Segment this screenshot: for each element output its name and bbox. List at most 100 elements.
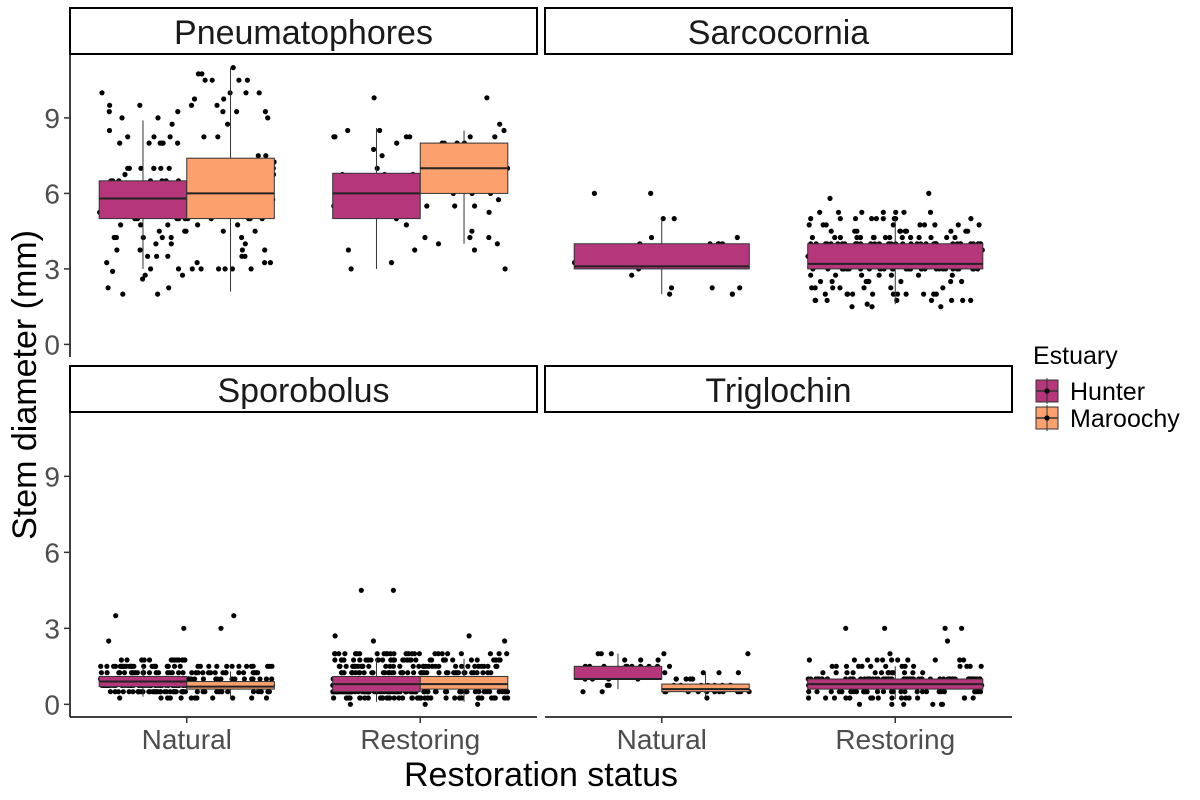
point-sarcocornia-restoring-hunter	[887, 234, 893, 241]
point-pneumatophores-natural-hunter	[138, 165, 144, 171]
point-pneumatophores-natural-maroochy	[239, 234, 245, 241]
point-sporobolus-restoring-hunter	[357, 657, 363, 663]
point-sarcocornia-restoring-hunter	[948, 278, 954, 285]
point-sporobolus-restoring-maroochy	[445, 651, 451, 657]
point-sporobolus-restoring-hunter	[357, 695, 363, 701]
point-sporobolus-natural-maroochy	[236, 663, 242, 669]
panel-pneumatophores: Pneumatophores	[69, 7, 538, 297]
axes-layer: 0 3 6 9 0 3 6 9 Natural Restoring Natural Restoring	[44, 55, 1012, 755]
point-sarcocornia-restoring-hunter	[852, 228, 858, 234]
point-sporobolus-restoring-maroochy	[502, 638, 508, 644]
point-pneumatophores-natural-maroochy	[248, 266, 254, 272]
point-sarcocornia-restoring-hunter	[806, 222, 812, 228]
point-sporobolus-natural-maroochy	[194, 689, 200, 695]
point-sporobolus-restoring-maroochy	[481, 663, 487, 669]
point-sporobolus-natural-hunter	[117, 670, 123, 676]
point-triglochin-natural-hunter	[604, 682, 610, 688]
point-sporobolus-restoring-hunter	[386, 695, 393, 701]
point-triglochin-natural-maroochy	[662, 670, 668, 676]
panel-sarcocornia: Sarcocornia	[544, 7, 1013, 310]
point-triglochin-restoring-hunter	[970, 695, 976, 701]
point-sporobolus-restoring-maroochy	[496, 657, 502, 663]
point-sporobolus-restoring-hunter	[409, 651, 415, 657]
point-sporobolus-restoring-hunter	[391, 657, 398, 663]
point-pneumatophores-natural-maroochy	[220, 228, 226, 234]
point-sporobolus-restoring-hunter	[409, 695, 415, 701]
point-triglochin-restoring-hunter	[843, 695, 849, 701]
point-pneumatophores-restoring-hunter	[371, 146, 377, 152]
point-sporobolus-restoring-maroochy	[494, 663, 500, 669]
point-sarcocornia-restoring-hunter	[870, 291, 876, 297]
point-pneumatophores-natural-maroochy	[235, 222, 241, 228]
point-sarcocornia-natural-hunter	[629, 272, 635, 278]
point-pneumatophores-natural-maroochy	[239, 253, 245, 259]
point-sarcocornia-restoring-hunter	[837, 216, 843, 222]
point-sarcocornia-restoring-hunter	[869, 304, 875, 310]
point-sporobolus-restoring-maroochy	[474, 670, 480, 676]
y-tick-label-sporobolus: 3	[44, 613, 60, 644]
point-pneumatophores-natural-maroochy	[209, 77, 215, 83]
point-pneumatophores-restoring-hunter	[403, 222, 409, 228]
point-sporobolus-restoring-hunter	[366, 663, 372, 669]
point-sporobolus-natural-maroochy	[250, 689, 257, 695]
point-sarcocornia-natural-hunter	[591, 190, 598, 196]
point-sporobolus-restoring-hunter	[386, 670, 393, 676]
point-sporobolus-natural-hunter	[98, 670, 104, 676]
legend-key-point-maroochy	[1044, 415, 1050, 421]
point-triglochin-natural-maroochy	[666, 663, 673, 669]
point-sporobolus-natural-hunter	[146, 670, 153, 676]
point-triglochin-restoring-hunter	[944, 638, 951, 644]
point-pneumatophores-natural-maroochy	[263, 153, 269, 159]
y-axis-title: Stem diameter (mm)	[6, 230, 44, 540]
point-sporobolus-natural-hunter	[167, 689, 173, 695]
point-pneumatophores-natural-maroochy	[225, 121, 231, 127]
point-sarcocornia-restoring-hunter	[908, 234, 914, 241]
point-sporobolus-restoring-maroochy	[443, 670, 450, 676]
point-sporobolus-natural-hunter	[176, 670, 182, 676]
point-pneumatophores-natural-hunter	[165, 222, 171, 228]
point-sporobolus-restoring-hunter	[382, 670, 388, 676]
point-sporobolus-restoring-maroochy	[487, 651, 493, 657]
point-triglochin-restoring-hunter	[898, 689, 904, 695]
panels-layer: Pneumatophores Sarcocornia Sporobolus Trigl…	[69, 7, 1013, 707]
panel-triglochin: Triglochin	[544, 365, 1013, 707]
point-sarcocornia-restoring-hunter	[863, 278, 869, 285]
point-sarcocornia-restoring-hunter	[968, 297, 974, 303]
point-sporobolus-restoring-hunter	[339, 670, 345, 676]
y-tick-label-pneumatophores: 0	[44, 329, 60, 360]
point-sporobolus-restoring-maroochy	[432, 689, 438, 695]
point-pneumatophores-restoring-maroochy	[467, 134, 473, 140]
point-sporobolus-restoring-maroochy	[459, 695, 465, 701]
point-sporobolus-natural-maroochy	[263, 676, 269, 682]
point-pneumatophores-restoring-hunter	[345, 127, 351, 134]
point-triglochin-natural-hunter	[595, 651, 601, 657]
point-pneumatophores-natural-hunter	[159, 234, 165, 241]
point-sarcocornia-restoring-hunter	[928, 297, 935, 303]
point-triglochin-restoring-hunter	[957, 657, 963, 663]
point-pneumatophores-natural-hunter	[153, 241, 159, 247]
point-triglochin-restoring-hunter	[911, 663, 917, 669]
strip-sporobolus	[69, 365, 538, 413]
point-sporobolus-restoring-hunter	[405, 670, 411, 676]
point-sarcocornia-restoring-hunter	[890, 291, 897, 297]
y-tick-label-sporobolus: 0	[44, 689, 60, 720]
point-triglochin-natural-hunter	[580, 689, 586, 695]
point-sarcocornia-restoring-hunter	[963, 228, 969, 234]
point-sporobolus-restoring-maroochy	[504, 651, 510, 657]
point-sporobolus-restoring-hunter	[362, 695, 368, 701]
point-pneumatophores-natural-hunter	[166, 285, 172, 291]
point-sporobolus-restoring-maroochy	[436, 663, 442, 669]
point-sporobolus-natural-maroochy	[232, 676, 238, 682]
point-sarcocornia-natural-hunter	[671, 216, 677, 222]
y-tick-label-pneumatophores: 9	[44, 103, 60, 134]
y-tick-label-sporobolus: 9	[44, 461, 60, 492]
point-sporobolus-restoring-hunter	[390, 587, 396, 593]
point-sporobolus-restoring-maroochy	[458, 651, 464, 657]
point-sporobolus-natural-maroochy	[214, 663, 220, 669]
point-sporobolus-natural-hunter	[113, 663, 119, 669]
point-pneumatophores-natural-hunter	[106, 109, 112, 115]
point-pneumatophores-restoring-maroochy	[492, 134, 498, 140]
point-sarcocornia-restoring-hunter	[898, 278, 904, 285]
point-pneumatophores-natural-hunter	[165, 253, 171, 259]
